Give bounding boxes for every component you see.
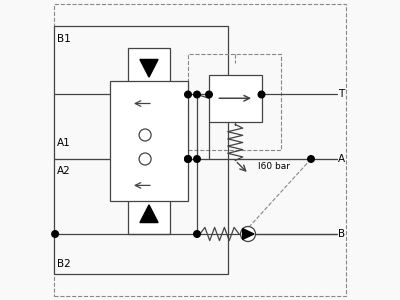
Circle shape: [185, 156, 191, 162]
Text: I60 bar: I60 bar: [258, 162, 290, 171]
Circle shape: [258, 91, 265, 98]
Circle shape: [308, 156, 314, 162]
Circle shape: [194, 231, 200, 237]
Text: T: T: [338, 89, 344, 100]
Circle shape: [185, 91, 191, 98]
Circle shape: [194, 91, 200, 98]
Circle shape: [52, 231, 58, 237]
Bar: [128, 48, 170, 234]
Text: A1: A1: [57, 137, 70, 148]
Polygon shape: [242, 229, 254, 239]
Circle shape: [240, 226, 256, 242]
Bar: [188, 54, 281, 150]
Circle shape: [139, 129, 151, 141]
Text: B: B: [338, 229, 345, 239]
Circle shape: [139, 153, 151, 165]
Circle shape: [185, 156, 191, 162]
Polygon shape: [140, 59, 158, 77]
Text: B1: B1: [57, 34, 70, 44]
Text: A: A: [338, 154, 345, 164]
Text: B2: B2: [57, 259, 70, 269]
Bar: [209, 75, 262, 122]
Polygon shape: [140, 205, 158, 223]
Bar: [54, 26, 228, 274]
Text: A2: A2: [57, 166, 70, 176]
Bar: [110, 81, 188, 201]
Circle shape: [206, 91, 212, 98]
Circle shape: [194, 156, 200, 162]
